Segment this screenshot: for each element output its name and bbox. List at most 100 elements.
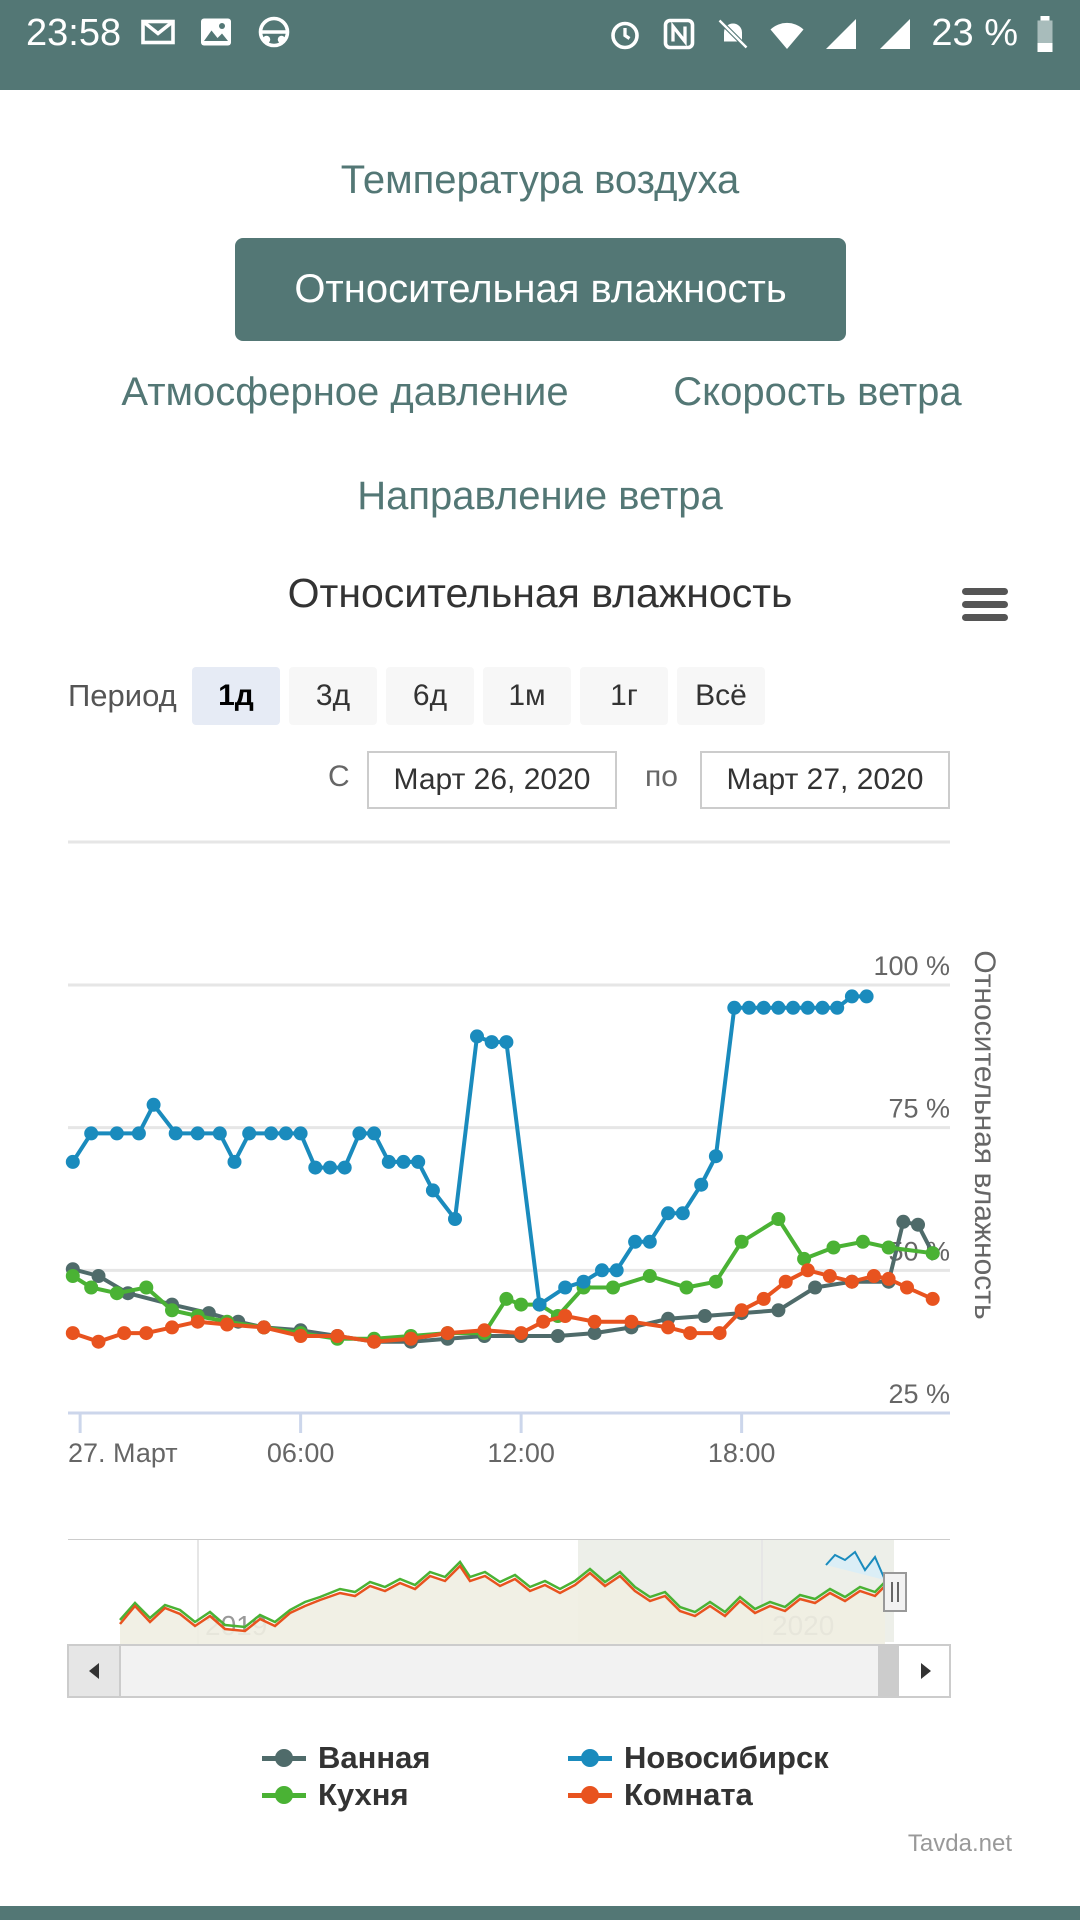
data-point[interactable] [900,1280,914,1295]
data-point[interactable] [532,1297,547,1312]
data-point[interactable] [606,1280,620,1295]
data-point[interactable] [800,1263,815,1278]
data-point[interactable] [558,1280,573,1295]
data-point[interactable] [844,989,859,1004]
data-point[interactable] [330,1329,345,1343]
data-point[interactable] [168,1126,183,1141]
data-point[interactable] [139,1326,154,1341]
data-point[interactable] [308,1160,323,1175]
data-point[interactable] [220,1317,235,1332]
data-point[interactable] [855,1234,870,1249]
data-point[interactable] [165,1303,179,1318]
data-point[interactable] [925,1291,940,1306]
data-point[interactable] [800,1000,815,1015]
data-point[interactable] [411,1154,426,1169]
navigator[interactable]: 2019 2020 [67,1539,951,1698]
period-button-all[interactable]: Всё [677,667,765,725]
data-point[interactable] [859,989,874,1004]
data-point[interactable] [808,1280,823,1295]
data-point[interactable] [109,1126,124,1141]
data-point[interactable] [742,1000,756,1015]
data-point[interactable] [734,1234,749,1249]
legend-item-room[interactable]: Комната [568,1777,753,1813]
data-point[interactable] [190,1126,205,1141]
data-point[interactable] [293,1126,308,1141]
data-point[interactable] [514,1326,529,1341]
data-point[interactable] [881,1271,896,1286]
data-point[interactable] [771,1303,786,1318]
data-point[interactable] [595,1263,609,1278]
data-point[interactable] [242,1126,257,1141]
period-button-1y[interactable]: 1г [580,667,668,725]
data-point[interactable] [139,1280,154,1295]
data-point[interactable] [65,1269,80,1283]
nav-air-temperature[interactable]: Температура воздуха [340,158,740,202]
data-point[interactable] [396,1154,411,1169]
nav-atmospheric-pressure[interactable]: Атмосферное давление [121,370,569,414]
data-point[interactable] [911,1217,925,1232]
data-point[interactable] [844,1274,859,1289]
data-point[interactable] [609,1263,624,1278]
data-point[interactable] [470,1029,484,1044]
data-point[interactable] [499,1291,514,1306]
data-point[interactable] [367,1334,382,1349]
data-point[interactable] [624,1314,639,1329]
data-point[interactable] [403,1331,418,1346]
data-point[interactable] [352,1126,367,1141]
drag-handle-icon[interactable] [883,1572,907,1612]
data-point[interactable] [756,1291,771,1306]
data-point[interactable] [675,1206,690,1221]
data-point[interactable] [536,1314,551,1329]
data-point[interactable] [786,1000,801,1015]
data-point[interactable] [679,1280,694,1295]
nav-relative-humidity[interactable]: Относительная влажность [235,238,846,341]
data-point[interactable] [293,1329,308,1343]
data-point[interactable] [694,1177,709,1192]
period-button-1m[interactable]: 1м [483,667,571,725]
data-point[interactable] [896,1214,911,1229]
data-point[interactable] [65,1154,80,1169]
data-point[interactable] [734,1303,749,1318]
data-point[interactable] [826,1240,841,1255]
series-3[interactable] [65,1263,940,1349]
nav-wind-direction[interactable]: Направление ветра [357,474,723,518]
data-point[interactable] [367,1126,382,1141]
data-point[interactable] [628,1234,643,1249]
data-point[interactable] [278,1126,293,1141]
data-point[interactable] [84,1280,99,1295]
data-point[interactable] [642,1269,657,1283]
data-point[interactable] [708,1274,723,1289]
data-point[interactable] [477,1323,492,1338]
data-point[interactable] [499,1035,514,1050]
data-point[interactable] [587,1314,602,1329]
data-point[interactable] [815,1000,830,1015]
data-point[interactable] [484,1035,499,1050]
legend-item-bathroom[interactable]: Ванная [262,1740,430,1776]
navigator-scrollbar-thumb[interactable] [878,1645,900,1697]
data-point[interactable] [109,1286,124,1301]
nav-wind-speed[interactable]: Скорость ветра [673,370,962,414]
data-point[interactable] [264,1126,279,1141]
data-point[interactable] [587,1326,602,1341]
data-point[interactable] [131,1126,146,1141]
data-point[interactable] [697,1309,712,1323]
data-point[interactable] [165,1320,179,1335]
credit-link[interactable]: Tavda.net [907,1830,1012,1857]
data-point[interactable] [146,1097,161,1112]
data-point[interactable] [712,1326,727,1341]
data-point[interactable] [440,1326,455,1341]
data-point[interactable] [256,1320,271,1335]
data-point[interactable] [65,1326,80,1341]
navigator-scrollbar-track[interactable] [67,1644,951,1698]
data-point[interactable] [771,1212,786,1226]
legend-item-novosibirsk[interactable]: Новосибирск [568,1740,829,1776]
data-point[interactable] [642,1234,657,1249]
data-point[interactable] [797,1251,812,1266]
data-point[interactable] [425,1183,440,1198]
data-point[interactable] [661,1206,676,1221]
data-point[interactable] [778,1274,793,1289]
data-point[interactable] [727,1000,742,1015]
data-point[interactable] [91,1269,106,1283]
data-point[interactable] [550,1329,565,1343]
data-point[interactable] [925,1246,940,1261]
